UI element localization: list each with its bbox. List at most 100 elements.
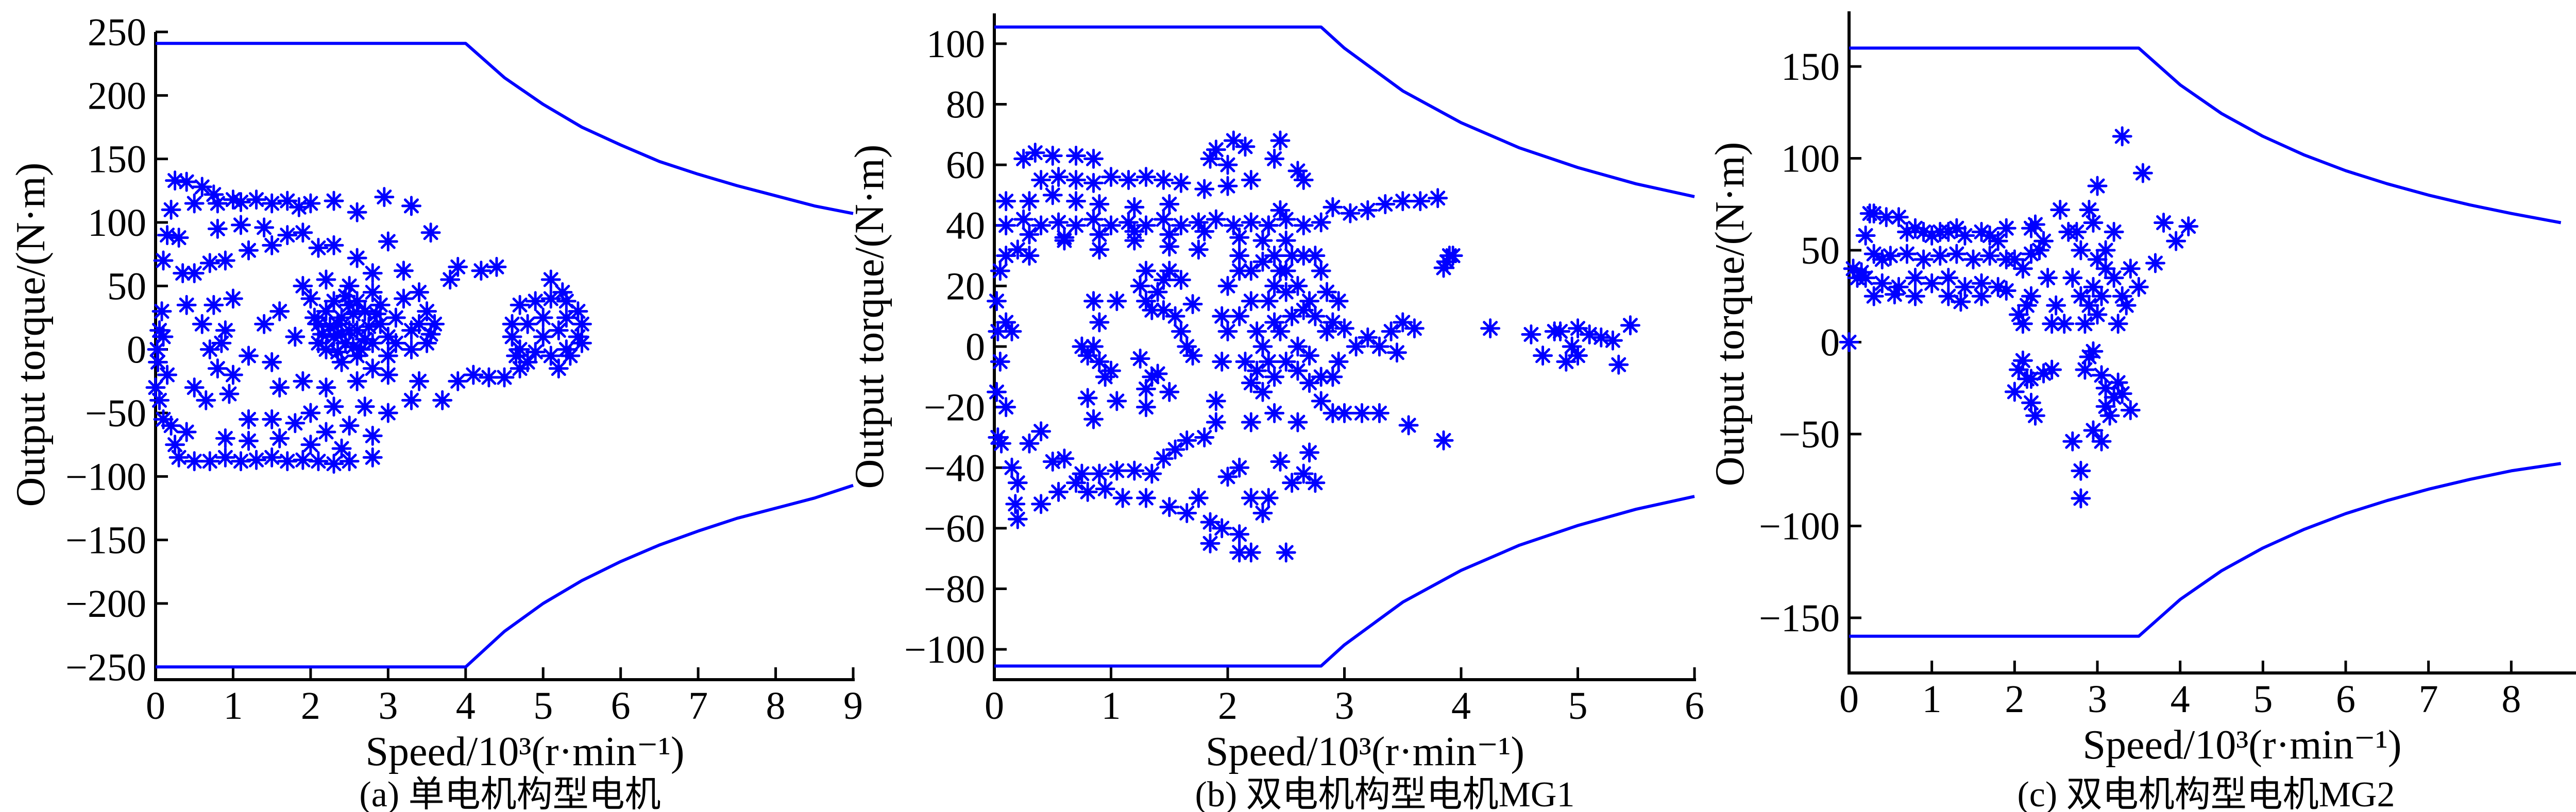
scatter-point — [1351, 403, 1372, 423]
scatter-point — [1562, 336, 1582, 357]
scatter-point — [2112, 383, 2132, 404]
scatter-point — [293, 222, 313, 243]
scatter-point — [417, 301, 437, 322]
scatter-point — [199, 253, 220, 273]
scatter-point — [996, 191, 1016, 212]
scatter-point — [1346, 336, 1366, 357]
scatter-point — [510, 339, 530, 360]
scatter-point — [1971, 273, 1992, 293]
scatter-point — [300, 288, 321, 309]
scatter-point — [1620, 315, 1640, 336]
scatter-point — [1083, 172, 1104, 193]
scatter-point — [1083, 409, 1104, 429]
scatter-point — [2012, 314, 2033, 334]
scatter-point — [990, 261, 1010, 281]
scatter-point — [548, 358, 569, 379]
scatter-point — [1287, 360, 1308, 381]
scatter-point — [1880, 246, 1901, 266]
scatter-point — [1521, 324, 1541, 344]
scatter-point — [1433, 257, 1454, 278]
scatter-point — [1194, 221, 1215, 241]
scatter-point — [1276, 351, 1296, 372]
scatter-point — [1200, 533, 1221, 554]
scatter-point — [1988, 231, 2008, 251]
scatter-point — [1951, 291, 1971, 312]
scatter-point — [1369, 336, 1389, 357]
scatter-point — [1066, 145, 1087, 166]
scatter-point — [448, 371, 468, 391]
scatter-point — [409, 282, 430, 303]
scatter-point — [2071, 488, 2091, 509]
scatter-point — [1153, 300, 1174, 320]
scatter-point — [1142, 367, 1162, 387]
scatter-point — [1428, 188, 1448, 209]
scatter-point — [324, 291, 344, 312]
scatter-point — [300, 403, 321, 423]
scatter-point — [196, 390, 216, 410]
scatter-point — [2021, 286, 2041, 306]
scatter-point — [1323, 403, 1343, 423]
scatter-point — [996, 397, 1016, 418]
scatter-point — [1264, 367, 1285, 387]
scatter-point — [409, 371, 430, 391]
scatter-point — [1963, 249, 1984, 270]
scatter-point — [1007, 473, 1028, 493]
scatter-point — [1159, 382, 1180, 402]
scatter-point — [2012, 258, 2033, 279]
y-tick-label: −200 — [65, 582, 146, 626]
scatter-point — [1072, 463, 1092, 484]
y-tick-label: −250 — [65, 646, 146, 689]
scatter-point — [308, 314, 329, 334]
scatter-point — [1252, 336, 1273, 357]
scatter-point — [2104, 387, 2124, 408]
scatter-point — [269, 301, 290, 322]
scatter-point — [1323, 197, 1343, 217]
scatter-point — [417, 333, 437, 353]
scatter-point — [1979, 246, 2000, 266]
panel-a: 0 1 2 3 4 5 6 7 8 9 250 200 150 100 50 0 −50 −100 −150 −200… — [8, 11, 863, 812]
scatter-point — [1019, 433, 1040, 454]
scatter-point — [362, 333, 383, 353]
scatter-point — [1089, 312, 1110, 333]
scatter-point — [339, 320, 360, 341]
scatter-point — [1066, 215, 1087, 236]
scatter-point — [362, 425, 383, 446]
scatter-point — [269, 428, 290, 448]
scatter-point — [184, 263, 205, 284]
scatter-point — [1171, 270, 1191, 290]
scatter-point — [277, 191, 298, 211]
scatter-point — [192, 314, 212, 334]
y-tick-label: −100 — [1759, 505, 1840, 548]
scatter-point — [510, 358, 530, 379]
scatter-point — [1101, 215, 1121, 236]
scatter-point — [168, 447, 189, 468]
scatter-point — [1872, 249, 1892, 270]
scatter-point — [1293, 215, 1314, 236]
scatter-point — [293, 275, 313, 296]
scatter-point — [1334, 318, 1354, 339]
scatter-point — [1433, 430, 1454, 451]
scatter-point — [308, 237, 329, 258]
scatter-point — [533, 326, 553, 347]
scatter-point — [2038, 268, 2058, 288]
scatter-point — [347, 291, 367, 312]
y-axis-label: Output torque/(N·m) — [847, 145, 892, 489]
scatter-point — [1066, 191, 1087, 212]
scatter-point — [2008, 304, 2029, 325]
scatter-point — [1855, 268, 1876, 288]
scatter-point — [1311, 367, 1331, 387]
scatter-point — [2029, 240, 2050, 261]
scatter-point — [1258, 488, 1279, 508]
scatter-point — [1241, 291, 1261, 312]
scatter-point — [362, 358, 383, 379]
scatter-point — [1188, 212, 1209, 233]
scatter-point — [1136, 488, 1156, 508]
scatter-point — [1311, 261, 1331, 281]
scatter-point — [324, 235, 344, 255]
scatter-point — [1287, 412, 1308, 433]
scatter-point — [1217, 321, 1238, 342]
scatter-point — [1217, 275, 1238, 296]
x-axis-label: Speed/10³(r·min⁻¹) — [366, 729, 685, 774]
scatter-point — [204, 295, 224, 315]
scatter-point — [401, 196, 421, 216]
